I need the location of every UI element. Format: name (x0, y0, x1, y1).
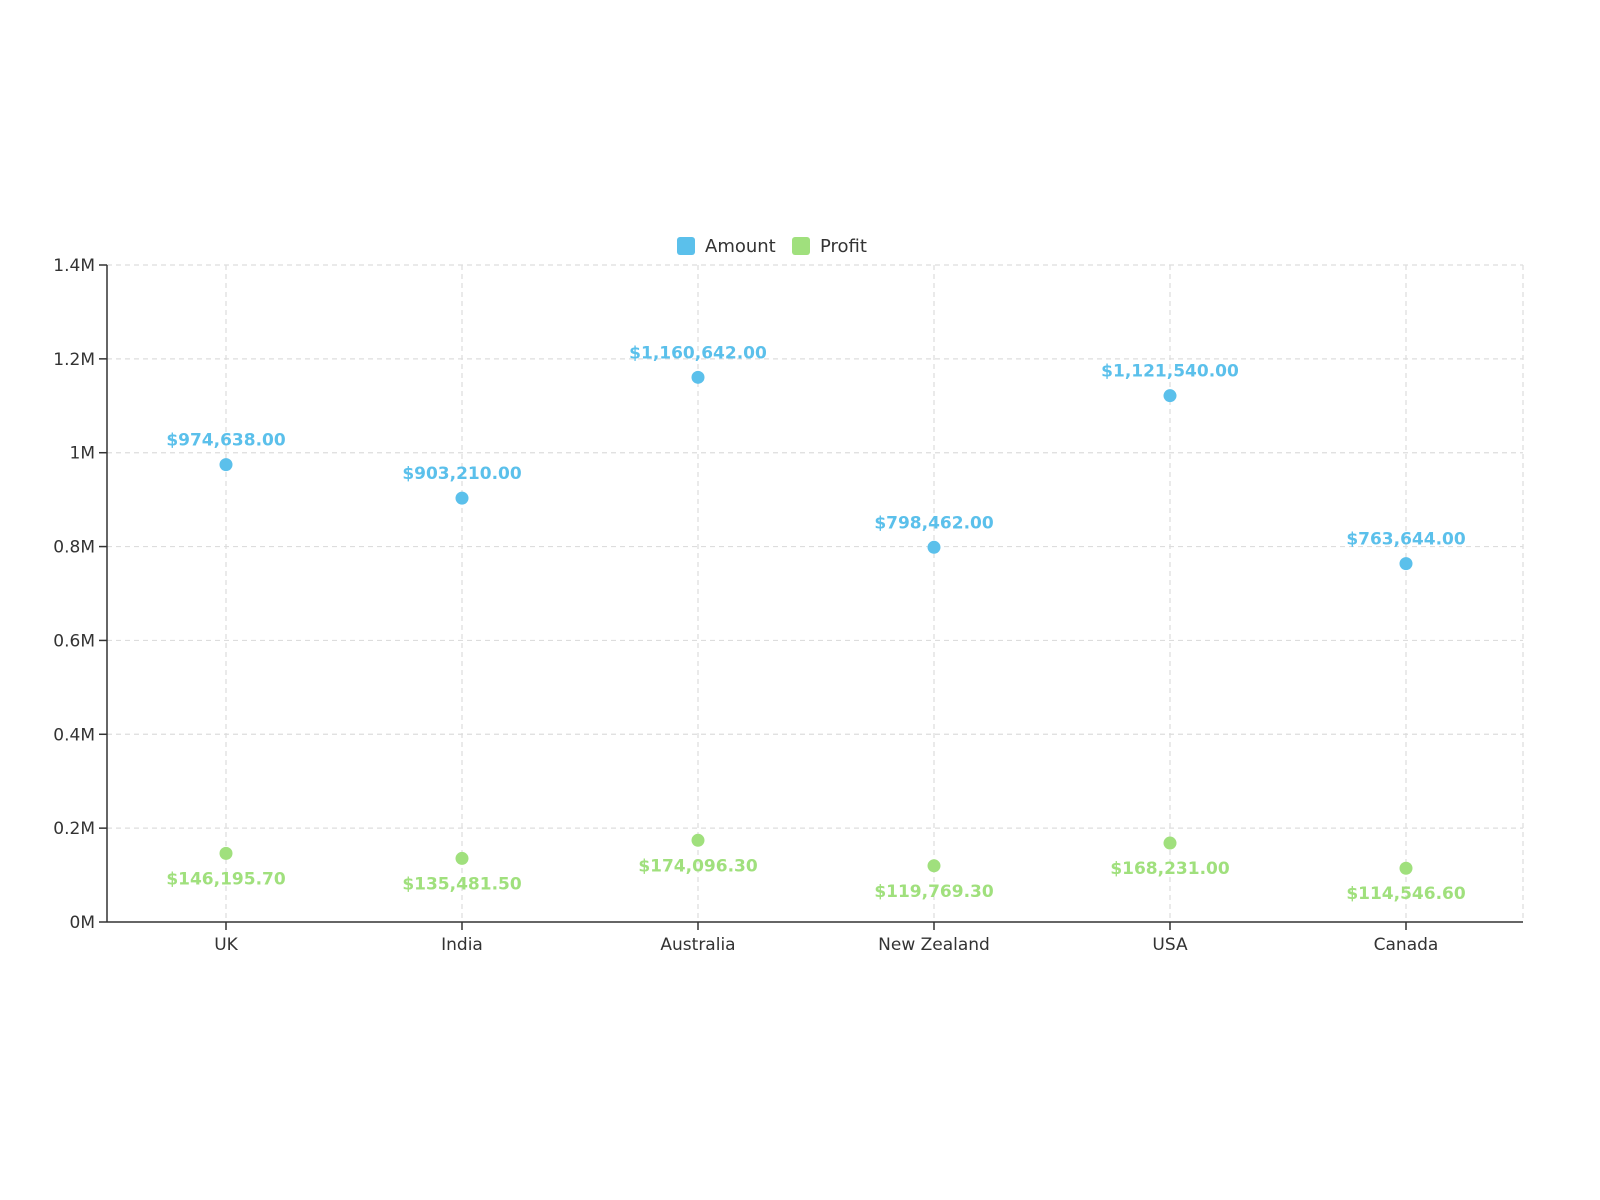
data-label-profit: $114,546.60 (1346, 884, 1466, 904)
y-tick-label: 0.8M (53, 538, 95, 558)
y-tick-label: 1.2M (53, 350, 95, 370)
data-label-profit: $168,231.00 (1110, 859, 1230, 879)
data-point-profit[interactable] (455, 851, 469, 865)
y-tick-label: 0.2M (53, 819, 95, 839)
data-label-amount: $798,462.00 (874, 513, 994, 533)
data-label-amount: $974,638.00 (166, 431, 286, 451)
legend-item-amount[interactable]: Amount (677, 236, 776, 257)
y-tick-label: 1.4M (53, 256, 95, 276)
x-tick-label: New Zealand (878, 935, 990, 955)
series-profit: $146,195.70 $135,481.50 $174,096.30 $119,76… (166, 833, 1466, 904)
data-label-amount: $1,121,540.00 (1101, 362, 1239, 382)
y-tick-label: 1M (70, 444, 95, 464)
data-point-profit[interactable] (691, 833, 705, 847)
legend-label: Profit (820, 236, 867, 257)
legend-item-profit[interactable]: Profit (792, 236, 867, 257)
data-point-profit[interactable] (927, 859, 941, 873)
data-point-amount[interactable] (691, 370, 705, 384)
data-point-profit[interactable] (1163, 836, 1177, 850)
series-layer: $974,638.00 $903,210.00 $1,160,642.00 $798,… (166, 343, 1466, 904)
grid (107, 264, 1524, 922)
legend-label: Amount (705, 236, 776, 257)
data-label-profit: $135,481.50 (402, 874, 522, 894)
y-tick-label: 0.4M (53, 725, 95, 745)
series-amount: $974,638.00 $903,210.00 $1,160,642.00 $798,… (166, 343, 1466, 571)
axes: 0M 0.2M 0.4M 0.6M 0.8M 1M 1.2M 1.4M UK India Austr… (53, 256, 1523, 955)
y-tick-label: 0.6M (53, 631, 95, 651)
data-label-profit: $174,096.30 (638, 856, 758, 876)
data-point-amount[interactable] (455, 491, 469, 505)
x-tick-label: USA (1152, 935, 1188, 955)
legend-swatch (792, 237, 810, 255)
data-label-profit: $119,769.30 (874, 882, 994, 902)
data-point-amount[interactable] (1163, 389, 1177, 403)
data-point-amount[interactable] (927, 540, 941, 554)
data-point-profit[interactable] (1399, 861, 1413, 875)
data-label-amount: $903,210.00 (402, 464, 522, 484)
y-tick-label: 0M (70, 913, 95, 933)
x-tick-label: Australia (660, 935, 735, 955)
legend-swatch (677, 237, 695, 255)
legend[interactable]: Amount Profit (677, 236, 867, 257)
data-point-profit[interactable] (219, 846, 233, 860)
data-label-amount: $763,644.00 (1346, 530, 1466, 550)
data-label-profit: $146,195.70 (166, 869, 286, 889)
data-point-amount[interactable] (1399, 557, 1413, 571)
data-label-amount: $1,160,642.00 (629, 343, 767, 363)
x-tick-label: Canada (1374, 935, 1439, 955)
x-tick-label: UK (214, 935, 238, 955)
x-tick-label: India (441, 935, 483, 955)
data-point-amount[interactable] (219, 458, 233, 472)
